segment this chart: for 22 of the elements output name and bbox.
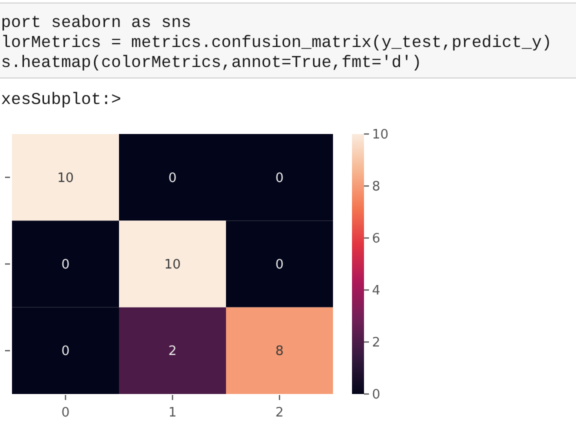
text: lorMetrics = metrics.confusion_matrix(y_test,predict_y)	[1, 34, 552, 53]
color-bar-label: 0	[372, 388, 380, 403]
data-label: 0	[168, 170, 177, 186]
color-bar-label: 2	[372, 336, 380, 351]
color-bar-label: 6	[372, 232, 380, 247]
data-label: 10	[164, 258, 181, 273]
x-tick-label: 2	[275, 406, 284, 421]
color-bar-label: 4	[372, 284, 380, 299]
text: s.heatmap(colorMetrics,annot=True,fmt='d')	[1, 54, 422, 73]
data-label: 10	[57, 170, 74, 186]
data-label: 2	[168, 344, 177, 360]
x-tick-label: 0	[61, 406, 70, 421]
x-tick-label: 1	[168, 406, 177, 421]
data-label: 8	[275, 344, 284, 360]
data-label: 0	[275, 258, 284, 273]
color-bar-label: 10	[372, 128, 389, 143]
data-label: 0	[275, 170, 284, 186]
text: xesSubplot:>	[1, 91, 122, 110]
data-label: 0	[61, 258, 70, 273]
data-label: 0	[61, 344, 70, 360]
color-bar-label: 8	[372, 180, 380, 195]
text: port seaborn as sns	[1, 14, 192, 33]
